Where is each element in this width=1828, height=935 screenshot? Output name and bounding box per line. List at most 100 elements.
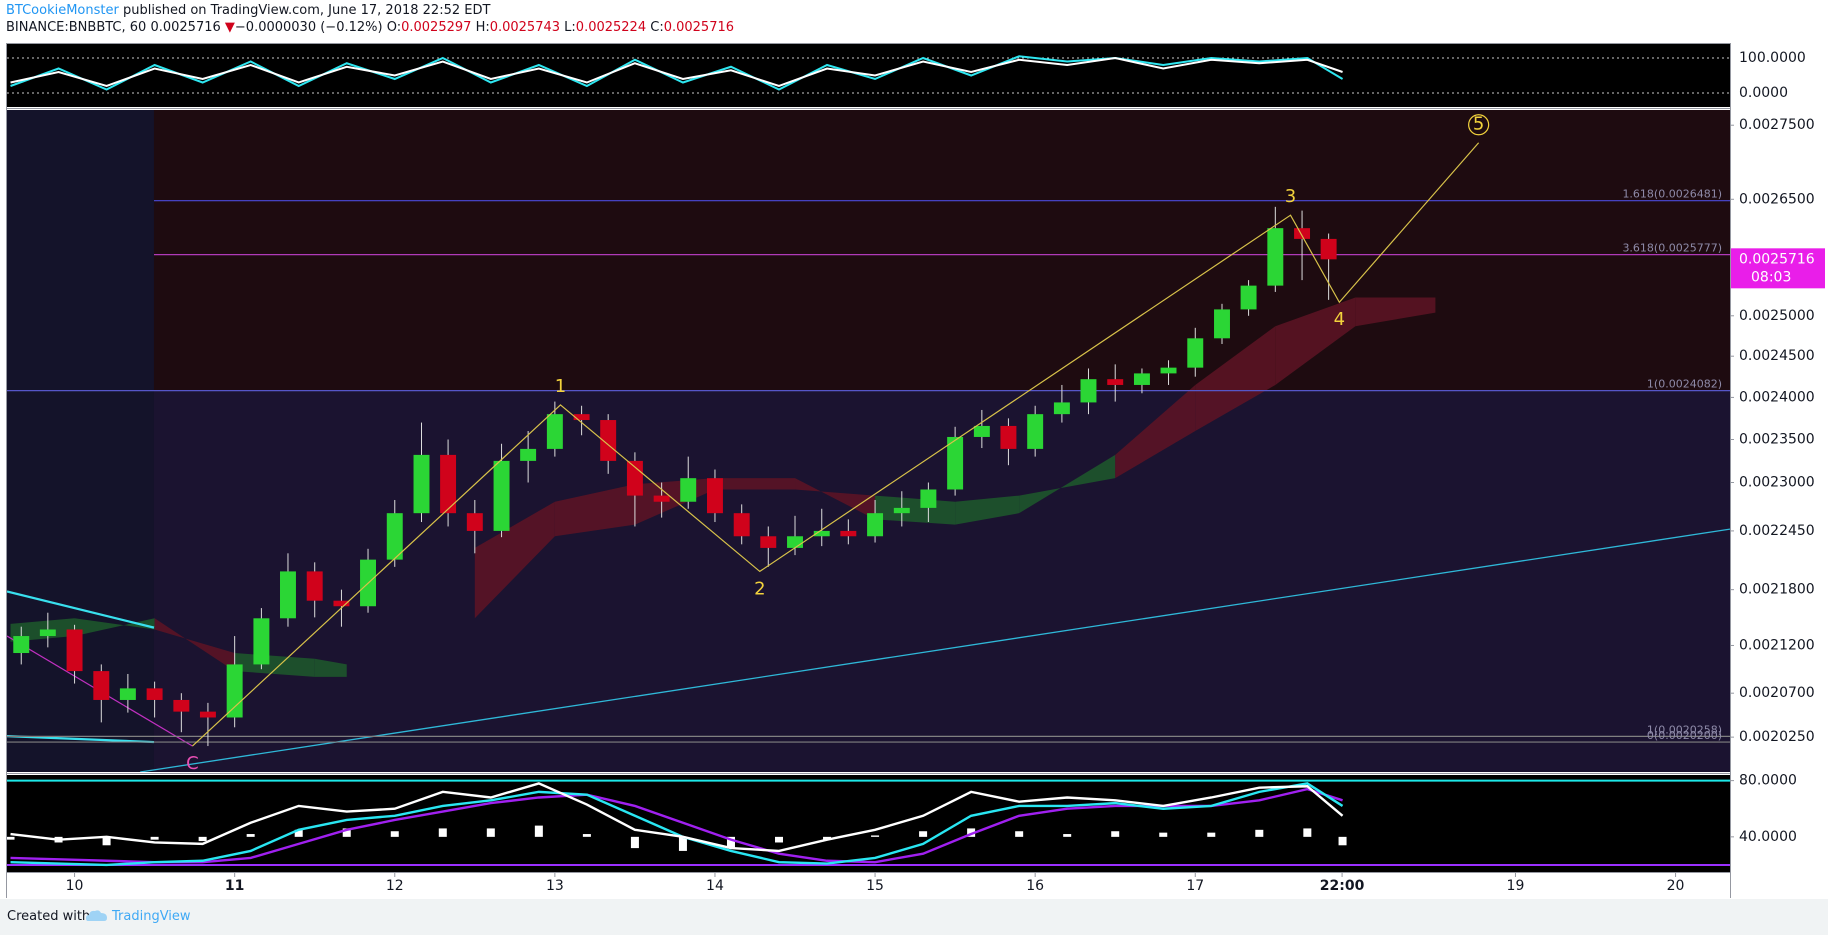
candle-body: [1107, 379, 1124, 385]
histogram-bar: [1111, 831, 1120, 837]
candle-body: [893, 507, 910, 514]
y-tick-label: 0.0020700: [1739, 685, 1815, 701]
candle-body: [680, 478, 697, 502]
wave-label: 1: [555, 376, 566, 397]
trend-line: [7, 735, 155, 744]
cloud-segment: [714, 478, 796, 490]
indicator-line: [10, 782, 1344, 853]
axes: 0.0027500 0.0026500 0.0025000 0.0024500 0.00…: [6, 43, 1825, 898]
cloud-segment: [154, 618, 235, 672]
ohlc-key: O:: [386, 20, 402, 35]
histogram-bar: [198, 836, 207, 842]
candle-body: [466, 513, 483, 531]
candle-body: [173, 699, 190, 712]
cloud-segment: [1355, 297, 1436, 327]
candle-body: [920, 489, 937, 508]
histogram-bar: [1063, 834, 1072, 837]
candle-body: [840, 530, 857, 537]
wave-label: 2: [754, 578, 765, 599]
candle-body: [1320, 238, 1337, 260]
candle-body: [306, 571, 323, 601]
histogram-bar: [823, 836, 832, 840]
ohlc-key: H:: [475, 20, 490, 35]
x-tick-label: 12: [386, 878, 404, 894]
histogram-bar: [871, 835, 880, 837]
ohlc-key: L:: [564, 20, 576, 35]
wave-label: C: [186, 753, 199, 774]
price-panel: 1.618(0.0026481) 3.618(0.0025777) 1(0.0024…: [7, 110, 1730, 774]
wave-circle: [1468, 114, 1490, 136]
brand-link[interactable]: TradingView: [112, 909, 191, 924]
y-tick-label: 100.0000: [1739, 50, 1806, 66]
histogram-bar: [438, 828, 447, 837]
histogram-bar: [246, 834, 255, 837]
histogram-bar: [390, 831, 399, 837]
header: BTCookieMonster published on TradingView…: [6, 2, 734, 36]
y-tick-label: 80.0000: [1739, 773, 1797, 789]
candle-body: [973, 425, 990, 437]
rsi-panel: [7, 775, 1730, 872]
x-tick-label: 20: [1667, 878, 1685, 894]
x-tick-label: 11: [225, 878, 244, 894]
change-arrow: ▼: [224, 20, 235, 35]
histogram-bar: [1303, 828, 1312, 837]
candle-body: [760, 536, 777, 548]
histogram-bar: [630, 836, 639, 849]
zone-lower: [153, 390, 1730, 772]
rsi-plot: [7, 779, 1730, 867]
candle-body: [520, 448, 537, 461]
logo-cloud: [86, 910, 107, 921]
candle-body: [253, 618, 270, 665]
y-tick-label: 0.0021200: [1739, 637, 1815, 653]
histogram-bar: [534, 825, 543, 837]
x-tick-label: 13: [546, 878, 564, 894]
trend-line: [7, 590, 155, 629]
candle-body: [440, 454, 457, 514]
chart: 1.618(0.0026481) 3.618(0.0025777) 1(0.0024…: [6, 43, 1825, 898]
candle-body: [280, 571, 296, 619]
wave-label: 5: [1473, 114, 1484, 135]
fib-label: 1(0.0024082): [1647, 378, 1722, 391]
candle-body: [413, 454, 430, 514]
histogram-bar: [726, 836, 735, 849]
ohlc-value: 0.0025716: [663, 20, 735, 35]
candle-body: [386, 513, 403, 560]
price-tag-label: 0.0025716: [1739, 251, 1815, 267]
ohlc-value: 0.0025743: [489, 20, 561, 35]
cloud-segment: [1195, 326, 1276, 432]
wave-label: 3: [1285, 186, 1296, 207]
y-tick-label: 0.0020250: [1739, 729, 1815, 745]
last-price: 0.0025716: [150, 20, 221, 35]
wave-line: [191, 142, 1480, 747]
candle-body: [119, 688, 136, 700]
candle-body: [626, 460, 643, 496]
cloud-segment: [795, 478, 876, 520]
histogram-bar: [1338, 836, 1347, 846]
x-tick-label: 15: [866, 878, 884, 894]
created-with: Created with: [7, 909, 91, 924]
candle-body: [1160, 367, 1177, 374]
indicator-line: [10, 55, 1344, 91]
candle-body: [333, 600, 350, 607]
indicator-line: [10, 56, 1343, 88]
candle-body: [1214, 309, 1230, 339]
candle-body: [733, 513, 750, 537]
histogram-bar: [150, 836, 159, 840]
y-tick-label: 0.0025000: [1739, 308, 1815, 324]
candle-body: [867, 513, 884, 537]
candle-body: [93, 671, 110, 700]
candle-body: [1240, 285, 1257, 310]
fib-label: 1(0.0020258): [1647, 723, 1722, 736]
histogram-bar: [775, 836, 784, 843]
candle-body: [493, 460, 510, 531]
x-tick-label: 14: [706, 878, 724, 894]
candle-body: [1133, 373, 1150, 385]
cloud-segment: [554, 484, 635, 537]
candle-body: [546, 414, 563, 449]
footer: Created with TradingView: [0, 899, 1828, 935]
y-tick-label: 0.0022450: [1739, 523, 1815, 539]
fib-label: 1.618(0.0026481): [1622, 188, 1722, 201]
candle-body: [573, 414, 590, 421]
histogram-bar: [342, 828, 351, 837]
author-link[interactable]: BTCookieMonster: [6, 3, 119, 18]
